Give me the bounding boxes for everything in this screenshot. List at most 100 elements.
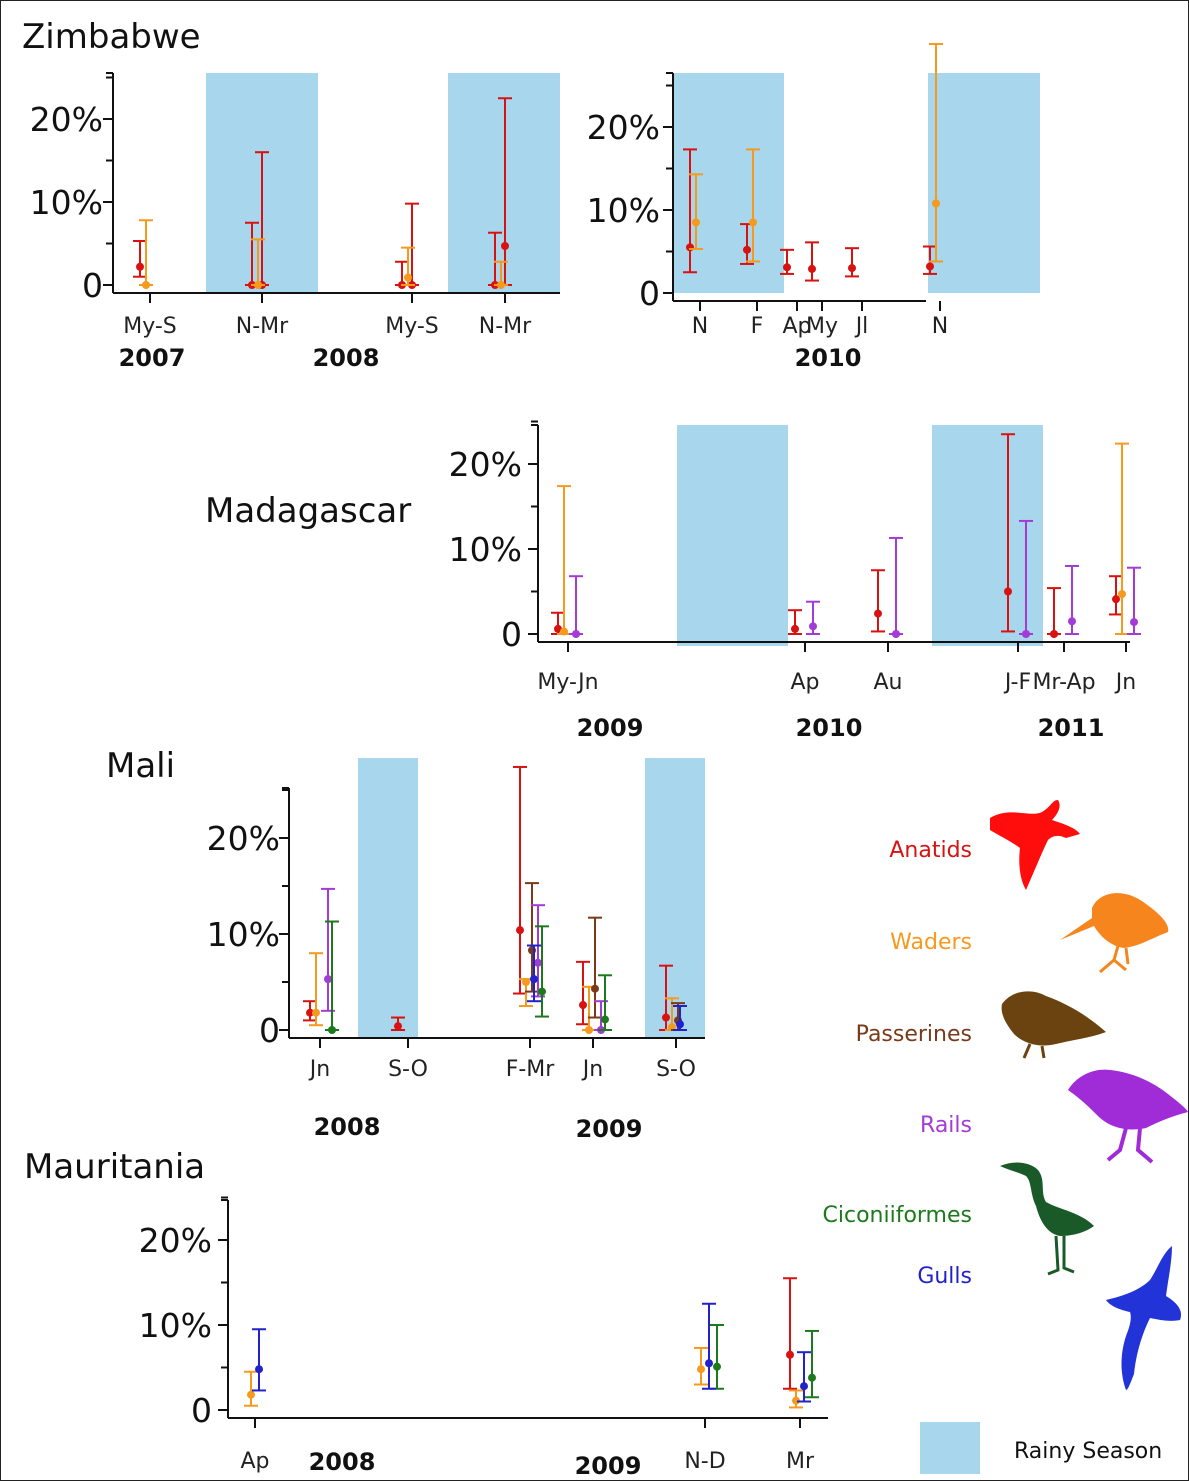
heron-silhouette-icon [1000,1162,1094,1276]
y-tick-label: 0 [82,266,103,305]
year-label: 2009 [575,1452,642,1480]
rainy-season-band [932,425,1043,646]
point-marker [538,987,546,996]
data-point-waders [789,1389,803,1409]
data-point-ciconiiformes [710,1324,724,1390]
data-point-waders [582,985,596,1034]
point-marker [530,975,538,984]
data-point-rails [1019,519,1033,638]
point-marker [1022,630,1030,638]
data-point-anatids [1047,587,1061,638]
rail-silhouette-icon [1068,1069,1188,1164]
year-label: 2008 [314,1113,381,1141]
x-tick-label: Jn [308,1057,330,1082]
y-tick-label: 20% [449,445,522,484]
point-marker [522,978,530,986]
point-marker [705,1359,713,1368]
rainy-season-band [672,73,784,293]
panel-mali: Mali 0 10% 20% Jn S-O F-Mr Jn S-O 2008 2009 [106,746,705,1143]
data-point-waders [746,148,760,263]
point-marker [1004,587,1012,596]
y-tick-label: 20% [207,819,280,858]
year-label: 2011 [1038,714,1105,742]
year-label: 2009 [576,1115,643,1143]
point-marker [324,975,332,984]
data-point-anatids [923,245,937,275]
y-tick-label: 10% [449,530,522,569]
point-marker [534,958,542,967]
y-tick-label: 10% [30,183,103,222]
data-point-gulls [797,1351,811,1403]
point-marker [554,624,562,633]
year-label: 2008 [313,344,380,372]
data-point-waders [401,246,415,286]
panel-madagascar: Madagascar 0 10% 20% My-Jn Ap Au J-F Mr-Ap Jn 2009… [205,420,1141,742]
point-marker [713,1362,721,1371]
rainy-season-band [645,758,705,1038]
x-tick-label: My-Jn [537,670,598,695]
point-marker [404,273,412,282]
legend-label-ciconiiformes: Ciconiiformes [823,1203,973,1228]
data-point-ciconiiformes [805,1329,819,1399]
data-point-anatids [871,569,885,633]
y-tick-label: 0 [191,1391,212,1430]
point-marker [255,1365,263,1374]
point-marker [585,1026,593,1034]
point-marker [247,1390,255,1399]
point-marker [601,1015,609,1024]
point-marker [808,264,816,273]
point-marker [1130,618,1138,627]
data-point-gulls [252,1328,266,1392]
point-marker [328,1026,336,1034]
x-tick-label: S-O [656,1057,696,1082]
point-marker [874,609,882,618]
point-marker [786,1350,794,1359]
x-tick-label: F-Mr [506,1057,556,1082]
legend-label-gulls: Gulls [917,1264,972,1289]
y-tick-label: 20% [587,108,660,147]
wader-silhouette-icon [1060,893,1169,974]
data-point-rails [1127,566,1141,635]
point-marker [662,1013,670,1022]
year-label: 2010 [796,714,863,742]
y-tick-label: 20% [30,100,103,139]
data-point-passerines [525,882,539,993]
point-marker [792,1396,800,1405]
country-title: Madagascar [205,491,411,531]
country-title: Zimbabwe [22,17,201,57]
data-point-waders [251,238,265,289]
point-marker [1112,595,1120,604]
data-point-anatids [133,240,147,278]
x-tick-label: J-F [1003,670,1031,695]
point-marker [932,199,940,208]
data-point-anatids [513,765,527,995]
point-marker [516,926,524,935]
point-marker [254,281,262,289]
y-tick-label: 10% [207,915,280,954]
point-marker [676,1020,684,1029]
point-marker [1068,617,1076,626]
point-marker [808,1373,816,1382]
rainy-season-band [677,425,788,646]
data-point-anatids [303,1000,317,1022]
x-tick-label: Au [874,670,903,695]
x-tick-label: Jn [1114,670,1136,695]
data-point-waders [557,485,571,636]
data-point-anatids [805,241,819,282]
data-point-ciconiiformes [325,920,339,1034]
point-marker [1118,590,1126,599]
y-tick-label: 0 [259,1011,280,1050]
x-tick-label: Mr-Ap [1032,670,1095,695]
panels-layer: Zimbabwe 0 10% 20% My-S N-Mr My-S N-Mr 2007 2008 0… [22,17,1141,1480]
data-point-rails [569,575,583,638]
data-point-anatids [1001,433,1015,633]
data-point-anatids [1109,575,1123,616]
point-marker [394,1022,402,1031]
data-point-anatids [788,609,802,635]
data-point-gulls [527,944,541,1003]
point-marker [743,245,751,254]
x-tick-label: Jn [581,1057,603,1082]
year-label: 2010 [795,344,862,372]
x-tick-label: S-O [388,1057,428,1082]
y-tick-label: 0 [639,274,660,313]
